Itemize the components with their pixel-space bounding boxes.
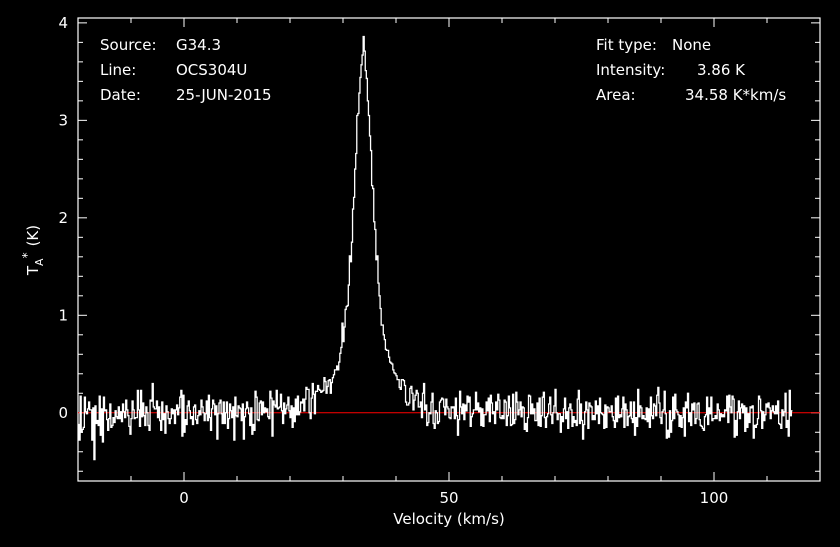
y-axis-tick-label: 0 xyxy=(58,404,68,422)
y-axis-label-main: T xyxy=(24,265,42,276)
intensity-key: Intensity: xyxy=(596,61,665,79)
fit-type-key: Fit type: xyxy=(596,36,657,54)
x-axis-tick-label: 100 xyxy=(700,489,729,507)
spectrum-series-line xyxy=(78,35,793,461)
line-value: OCS304U xyxy=(176,61,247,79)
axis-tick-labels: 0 50 100 0 1 2 3 4 xyxy=(58,14,728,507)
source-value: G34.3 xyxy=(176,36,221,54)
fit-type-value: None xyxy=(672,36,711,54)
y-axis-tick-label: 1 xyxy=(58,306,68,324)
observation-info-panel: Source: G34.3 Line: OCS304U Date: 25-JUN… xyxy=(100,36,272,104)
y-axis-label-unit: (K) xyxy=(24,225,42,247)
fit-info-panel: Fit type: None Intensity: 3.86 K Area: 3… xyxy=(596,36,786,104)
intensity-value: 3.86 K xyxy=(697,61,746,79)
y-axis-label: TA* (K) xyxy=(20,225,46,276)
x-axis-label: Velocity (km/s) xyxy=(393,510,504,528)
area-value: 34.58 K*km/s xyxy=(685,86,786,104)
x-axis-tick-label: 50 xyxy=(439,489,458,507)
date-value: 25-JUN-2015 xyxy=(176,86,272,104)
y-axis-label-sub: A xyxy=(33,258,46,266)
line-key: Line: xyxy=(100,61,136,79)
date-key: Date: xyxy=(100,86,141,104)
y-axis-tick-label: 3 xyxy=(58,111,68,129)
y-axis-tick-label: 2 xyxy=(58,209,68,227)
y-axis-tick-label: 4 xyxy=(58,14,68,32)
x-axis-tick-label: 0 xyxy=(179,489,189,507)
y-axis-label-sup: * xyxy=(20,252,34,258)
area-key: Area: xyxy=(596,86,636,104)
source-key: Source: xyxy=(100,36,157,54)
